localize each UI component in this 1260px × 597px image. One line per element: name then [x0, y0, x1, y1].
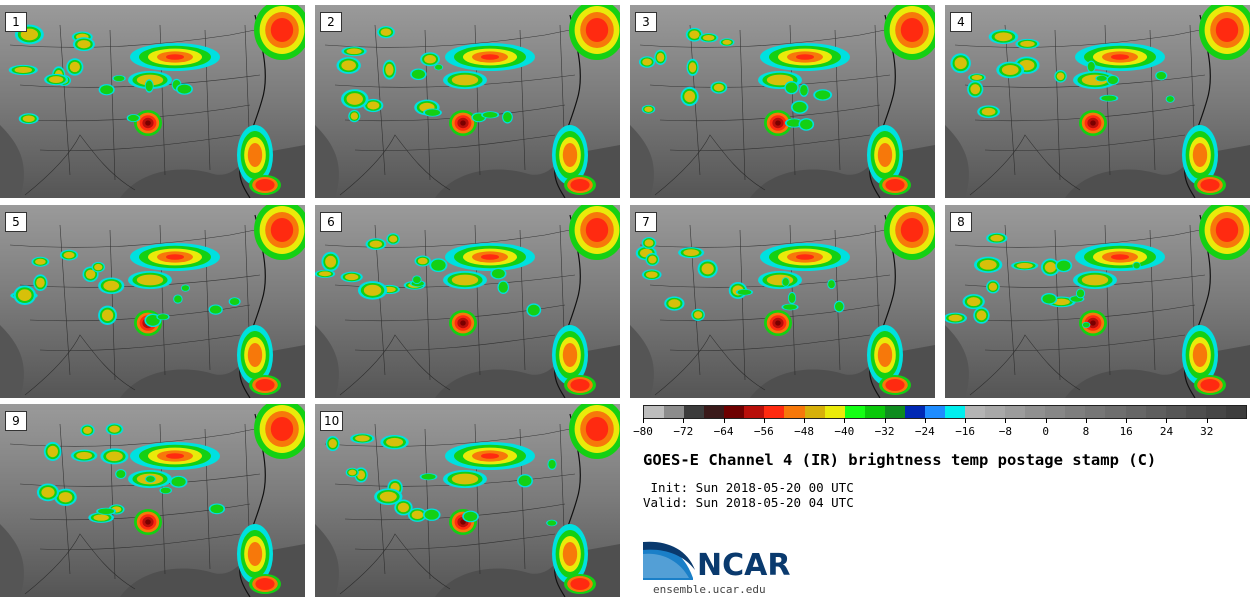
panel-label: 8: [950, 212, 972, 232]
colorbar-tick: [844, 418, 846, 423]
colorbar-tick-label: 8: [1082, 425, 1090, 438]
panel-6: 6: [315, 205, 620, 398]
colorbar-tick-label: −16: [955, 425, 976, 438]
colorbar-cell: [644, 406, 665, 418]
colorbar-tick: [683, 418, 685, 423]
panel-10: 10: [315, 404, 620, 597]
colorbar-tick: [965, 418, 967, 423]
colorbar-cell: [764, 406, 785, 418]
panel-label: 10: [320, 411, 344, 431]
colorbar-cell: [965, 406, 986, 418]
colorbar-cell: [804, 406, 825, 418]
colorbar-tick: [1166, 418, 1168, 423]
colorbar-tick-label: −48: [794, 425, 814, 438]
colorbar-cell: [1005, 406, 1026, 418]
panel-label: 1: [5, 12, 27, 32]
colorbar-cell: [664, 406, 685, 418]
colorbar-tick-label: 0: [1042, 425, 1049, 438]
colorbar-cell: [1065, 406, 1086, 418]
colorbar-cell: [904, 406, 925, 418]
colorbar-cell: [884, 406, 905, 418]
panel-9: 9: [0, 404, 305, 597]
colorbar-cell: [864, 406, 885, 418]
colorbar-tick: [763, 418, 765, 423]
colorbar-cell: [784, 406, 805, 418]
colorbar-tick: [723, 418, 725, 423]
colorbar-cell: [744, 406, 765, 418]
colorbar-cell: [1205, 406, 1226, 418]
colorbar-cell: [1225, 406, 1246, 418]
colorbar-tick: [1045, 418, 1047, 423]
panel-label: 9: [5, 411, 27, 431]
colorbar-tick: [1005, 418, 1007, 423]
panel-8: 8: [945, 205, 1250, 398]
colorbar-cell: [1165, 406, 1186, 418]
ir-satellite-map: [0, 5, 305, 198]
ncar-logo-icon: [643, 541, 695, 580]
panel-label: 5: [5, 212, 27, 232]
colorbar-tick-label: −8: [998, 425, 1013, 438]
site-url: ensemble.ucar.edu: [653, 583, 766, 596]
page-title: GOES-E Channel 4 (IR) brightness temp po…: [643, 451, 1157, 469]
colorbar-cell: [1025, 406, 1046, 418]
panel-label: 2: [320, 12, 342, 32]
colorbar-cell: [844, 406, 865, 418]
colorbar-tick-label: 32: [1200, 425, 1214, 438]
panel-1: 1: [0, 5, 305, 198]
colorbar-tick-label: −72: [673, 425, 694, 438]
colorbar-cell: [724, 406, 745, 418]
valid-time: Valid: Sun 2018-05-20 04 UTC: [643, 495, 854, 510]
panel-label: 3: [635, 12, 657, 32]
colorbar-tick: [643, 418, 644, 423]
init-time: Init: Sun 2018-05-20 00 UTC: [643, 480, 854, 495]
colorbar: [643, 405, 1247, 419]
ir-satellite-map: [315, 5, 620, 198]
colorbar-tick-label: −56: [753, 425, 774, 438]
ir-satellite-map: [0, 404, 305, 597]
ir-satellite-map: [315, 205, 620, 398]
colorbar-tick-label: −24: [914, 425, 935, 438]
panel-2: 2: [315, 5, 620, 198]
panel-3: 3: [630, 5, 935, 198]
colorbar-tick: [804, 418, 806, 423]
ir-satellite-map: [630, 205, 935, 398]
ncar-logo-text: NCAR: [697, 548, 791, 583]
colorbar-cell: [1105, 406, 1126, 418]
ir-satellite-map: [630, 5, 935, 198]
colorbar-cell: [684, 406, 705, 418]
colorbar-tick: [1085, 418, 1087, 423]
colorbar-tick-label: 24: [1159, 425, 1174, 438]
colorbar-tick-label: −64: [713, 425, 734, 438]
colorbar-cell: [704, 406, 725, 418]
colorbar-cell: [1125, 406, 1146, 418]
colorbar-tick: [1126, 418, 1128, 423]
panel-7: 7: [630, 205, 935, 398]
colorbar-cell: [924, 406, 945, 418]
colorbar-tick: [1206, 418, 1208, 423]
colorbar-cell: [1185, 406, 1206, 418]
ir-satellite-map: [315, 404, 620, 597]
panel-4: 4: [945, 5, 1250, 198]
colorbar-cell: [1085, 406, 1106, 418]
panel-label: 6: [320, 212, 342, 232]
colorbar-tick-label: 16: [1119, 425, 1133, 438]
ir-satellite-map: [945, 5, 1250, 198]
colorbar-cell: [824, 406, 845, 418]
panel-5: 5: [0, 205, 305, 398]
colorbar-cell: [1045, 406, 1066, 418]
colorbar-cell: [985, 406, 1006, 418]
colorbar-tick-label: −40: [834, 425, 855, 438]
colorbar-tick-label: −80: [633, 425, 653, 438]
ir-satellite-map: [945, 205, 1250, 398]
colorbar-tick: [884, 418, 886, 423]
panel-label: 7: [635, 212, 657, 232]
panel-label: 4: [950, 12, 972, 32]
colorbar-cell: [1145, 406, 1166, 418]
colorbar-ticks: −80 −72 −64 −56 −48 −40 −32 −24 −16 −8 0 8 16 24 32: [633, 418, 1247, 442]
colorbar-tick-label: −32: [874, 425, 895, 438]
colorbar-tick: [924, 418, 926, 423]
colorbar-cell: [944, 406, 965, 418]
ir-satellite-map: [0, 205, 305, 398]
